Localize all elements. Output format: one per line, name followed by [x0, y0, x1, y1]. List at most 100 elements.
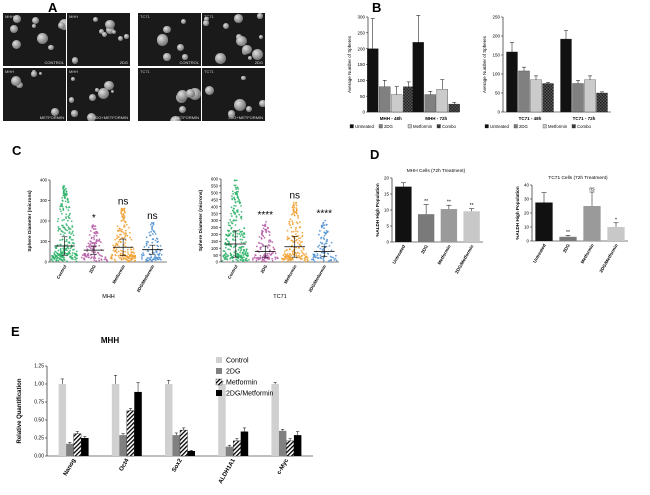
- c-chart-y-tick-label: 550: [211, 184, 219, 189]
- bar: [559, 236, 577, 241]
- scatter-point: [71, 252, 74, 254]
- scatter-point: [75, 253, 78, 255]
- scatter-point: [134, 259, 136, 262]
- scatter-point: [258, 257, 260, 259]
- scatter-point: [312, 255, 315, 258]
- x-category-label: MHH - 72h: [425, 116, 447, 121]
- scatter-point: [240, 241, 243, 244]
- scatter-point: [236, 186, 239, 189]
- scatter-point: [302, 247, 305, 250]
- bar: [448, 103, 460, 113]
- d-chart-y-tick-label: 5: [386, 224, 389, 229]
- scatter-point: [61, 205, 64, 208]
- scatter-point: [93, 231, 96, 234]
- scatter-point: [151, 228, 154, 231]
- sphere-blob: [177, 90, 189, 102]
- scatter-point: [68, 214, 71, 216]
- scatter-point: [256, 256, 259, 259]
- scatter-point: [296, 230, 299, 233]
- micrograph-tile: TC71 METFORMIN: [138, 68, 201, 121]
- scatter-point: [96, 251, 99, 254]
- bar: [172, 435, 180, 456]
- x-category-label: TC71 - 72h: [573, 116, 596, 121]
- scatter-point: [228, 229, 231, 232]
- scatter-point: [152, 251, 155, 254]
- scatter-point: [231, 195, 233, 198]
- b-chart-y-tick-label: 0: [362, 110, 365, 115]
- scatter-point: [64, 200, 67, 203]
- scatter-point: [240, 204, 242, 207]
- scatter-point: [64, 240, 66, 243]
- scatter-point: [228, 242, 230, 244]
- scatter-point: [305, 253, 308, 255]
- scatter-point: [73, 256, 76, 258]
- scatter-point: [153, 231, 156, 234]
- scatter-point: [222, 250, 225, 252]
- scatter-point: [234, 201, 237, 204]
- scatter-point: [125, 223, 128, 226]
- tile-cell-label: TC71: [140, 14, 150, 19]
- scatter-point: [63, 226, 66, 229]
- y-axis-title: Average Number of Spheres: [347, 35, 352, 93]
- scatter-point: [305, 255, 307, 258]
- scatter-point: [145, 236, 148, 239]
- scatter-point: [323, 224, 326, 227]
- scatter-point: [61, 196, 64, 199]
- scatter-point: [229, 254, 232, 257]
- legend-label: Combo: [577, 124, 591, 129]
- scatter-point: [152, 223, 155, 226]
- sphere-blob: [32, 16, 40, 24]
- scatter-point: [271, 259, 274, 262]
- sphere-blob: [37, 32, 49, 44]
- scatter-point: [262, 235, 265, 238]
- scatter-point: [238, 213, 241, 216]
- scatter-point: [160, 253, 163, 256]
- b-chart-y-tick-label: 300: [357, 15, 365, 20]
- scatter-point: [243, 256, 245, 259]
- scatter-point: [122, 213, 125, 215]
- scatter-point: [132, 248, 135, 250]
- scatter-point: [98, 259, 100, 262]
- scatter-point: [62, 190, 65, 193]
- b-chart-y-tick-label: 150: [357, 62, 365, 67]
- x-category-label: Metformin: [580, 243, 595, 265]
- scatter-point: [322, 237, 325, 239]
- sphere-blob: [86, 112, 97, 121]
- scatter-point: [245, 241, 247, 243]
- scatter-point: [121, 228, 123, 231]
- scatter-point: [56, 220, 59, 223]
- bar: [225, 446, 234, 456]
- scatter-point: [288, 253, 291, 256]
- d-chart-y-tick-label: 40: [524, 183, 530, 188]
- significance-label: ****: [316, 209, 332, 220]
- scatter-point: [289, 257, 292, 260]
- tile-treatment-label: 2DG: [254, 60, 263, 65]
- bar: [111, 384, 120, 456]
- bar: [412, 42, 424, 113]
- scatter-point: [88, 233, 91, 236]
- scatter-point: [155, 257, 158, 260]
- scatter-point: [227, 224, 230, 227]
- scatter-point: [65, 216, 67, 218]
- scatter-point: [234, 224, 237, 226]
- sphere-blob: [93, 17, 99, 23]
- scatter-point: [323, 227, 325, 230]
- scatter-point: [241, 238, 244, 241]
- scatter-point: [318, 229, 321, 232]
- scatter-point: [326, 240, 328, 243]
- scatter-point: [254, 254, 257, 256]
- scatter-point: [261, 230, 264, 233]
- scatter-point: [91, 224, 94, 227]
- scatter-point: [266, 226, 269, 229]
- sphere-blob: [203, 20, 209, 26]
- scatter-point: [288, 222, 291, 225]
- scatter-point: [225, 256, 228, 258]
- scatter-point: [54, 257, 57, 259]
- scatter-point: [273, 248, 275, 250]
- scatter-point: [233, 231, 236, 234]
- scatter-point: [71, 230, 74, 233]
- scatter-point: [230, 212, 232, 215]
- scatter-point: [270, 253, 273, 256]
- scatter-point: [94, 232, 97, 235]
- scatter-point: [57, 226, 60, 228]
